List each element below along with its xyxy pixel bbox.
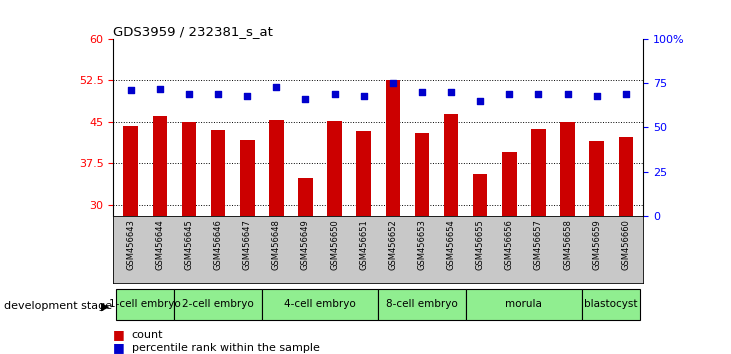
Bar	[298, 178, 313, 354]
Text: ■: ■	[113, 328, 125, 341]
Text: GSM456652: GSM456652	[388, 219, 398, 270]
Point	[329, 91, 341, 97]
Text: GSM456650: GSM456650	[330, 219, 339, 270]
Text: ■: ■	[113, 341, 125, 354]
Bar	[182, 122, 197, 354]
Point	[620, 91, 632, 97]
Bar	[327, 121, 342, 354]
Bar	[175, 289, 262, 320]
Text: GSM456651: GSM456651	[359, 219, 368, 270]
Text: percentile rank within the sample: percentile rank within the sample	[132, 343, 319, 353]
Point	[125, 87, 137, 93]
Point	[387, 80, 398, 86]
Text: development stage: development stage	[4, 301, 112, 311]
Bar	[269, 120, 284, 354]
Bar	[379, 289, 466, 320]
Point	[154, 86, 166, 91]
Point	[183, 91, 195, 97]
Text: GSM456648: GSM456648	[272, 219, 281, 270]
Bar	[153, 116, 167, 354]
Text: GSM456653: GSM456653	[417, 219, 426, 270]
Point	[445, 89, 457, 95]
Text: GSM456655: GSM456655	[476, 219, 485, 270]
Text: blastocyst: blastocyst	[585, 299, 638, 309]
Text: ▶: ▶	[101, 301, 110, 311]
Bar	[466, 289, 582, 320]
Bar	[560, 122, 575, 354]
Text: 8-cell embryo: 8-cell embryo	[386, 299, 458, 309]
Point	[416, 89, 428, 95]
Bar	[357, 131, 371, 354]
Point	[300, 96, 311, 102]
Text: 2-cell embryo: 2-cell embryo	[182, 299, 254, 309]
Text: GSM456644: GSM456644	[156, 219, 164, 270]
Point	[474, 98, 486, 104]
Text: morula: morula	[505, 299, 542, 309]
Bar	[618, 137, 633, 354]
Point	[358, 93, 370, 98]
Bar	[531, 129, 546, 354]
Point	[270, 84, 282, 90]
Text: GSM456656: GSM456656	[505, 219, 514, 270]
Bar	[444, 114, 458, 354]
Bar	[124, 126, 138, 354]
Text: GSM456645: GSM456645	[184, 219, 194, 270]
Text: 4-cell embryo: 4-cell embryo	[284, 299, 356, 309]
Bar	[116, 289, 175, 320]
Text: count: count	[132, 330, 163, 339]
Text: GSM456654: GSM456654	[447, 219, 455, 270]
Point	[561, 91, 573, 97]
Text: GSM456649: GSM456649	[301, 219, 310, 270]
Bar	[211, 130, 225, 354]
Text: GSM456658: GSM456658	[563, 219, 572, 270]
Text: GSM456660: GSM456660	[621, 219, 630, 270]
Point	[533, 91, 545, 97]
Bar	[473, 175, 488, 354]
Bar	[582, 289, 640, 320]
Text: 1-cell embryo: 1-cell embryo	[110, 299, 181, 309]
Bar	[385, 80, 400, 354]
Point	[212, 91, 224, 97]
Point	[241, 93, 253, 98]
Point	[504, 91, 515, 97]
Text: GSM456643: GSM456643	[126, 219, 135, 270]
Text: GSM456657: GSM456657	[534, 219, 543, 270]
Bar	[414, 133, 429, 354]
Bar	[502, 152, 517, 354]
Point	[591, 93, 602, 98]
Bar	[240, 139, 254, 354]
Text: GDS3959 / 232381_s_at: GDS3959 / 232381_s_at	[113, 25, 273, 38]
Text: GSM456646: GSM456646	[213, 219, 223, 270]
Bar	[589, 141, 604, 354]
Text: GSM456647: GSM456647	[243, 219, 251, 270]
Bar	[262, 289, 379, 320]
Text: GSM456659: GSM456659	[592, 219, 601, 270]
